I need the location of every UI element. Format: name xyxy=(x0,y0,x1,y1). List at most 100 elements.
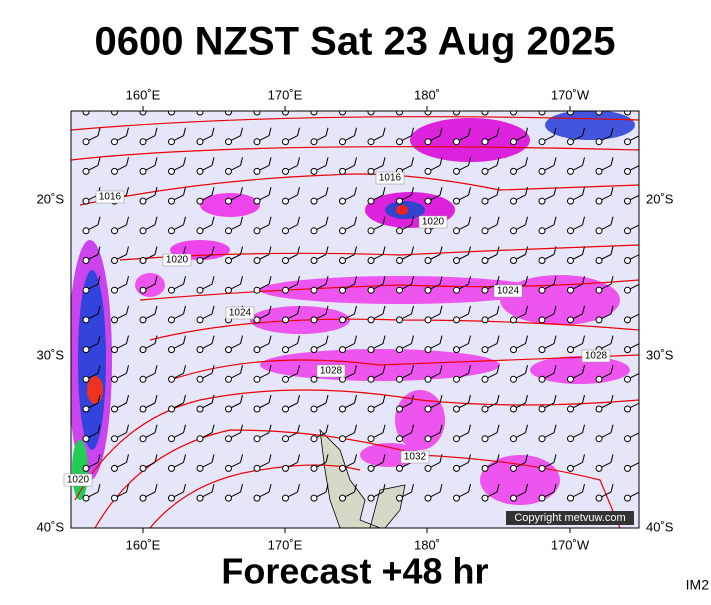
barb-flag xyxy=(211,483,215,493)
station xyxy=(339,197,346,205)
contour-label-box xyxy=(493,284,523,298)
station xyxy=(424,464,432,472)
barb-flag xyxy=(610,216,614,225)
barb-flag xyxy=(468,246,471,255)
barb-flag xyxy=(126,127,129,136)
station xyxy=(567,316,574,324)
barb-flag xyxy=(525,216,528,225)
station xyxy=(225,405,232,413)
barb-flag xyxy=(582,335,585,344)
station xyxy=(567,197,574,205)
barb-flag xyxy=(297,454,300,463)
contour-label-box xyxy=(375,171,405,185)
barb-flag xyxy=(354,424,357,433)
barb-flag xyxy=(439,365,443,374)
station xyxy=(396,494,403,502)
barb-flag xyxy=(411,394,414,404)
barb-flag xyxy=(382,424,386,433)
barb-flag xyxy=(354,394,357,404)
barb-flag xyxy=(640,276,642,284)
station xyxy=(567,494,574,502)
barb-flag xyxy=(640,395,642,403)
station xyxy=(225,286,232,294)
barb-flag xyxy=(553,276,557,285)
barb-flag xyxy=(183,483,186,493)
barb-flag xyxy=(211,276,215,285)
station xyxy=(481,346,489,354)
barb-flag xyxy=(640,157,642,165)
barb-flag xyxy=(411,216,414,225)
barb-flag xyxy=(439,454,443,463)
barb-flag xyxy=(525,483,528,493)
barb-flag xyxy=(553,216,557,225)
barb-flag xyxy=(640,128,642,136)
station xyxy=(567,257,574,264)
barb-flag xyxy=(382,186,386,196)
station xyxy=(481,197,489,205)
station xyxy=(82,227,90,235)
lat-label: 30˚S xyxy=(646,347,674,362)
barb-flag xyxy=(382,216,386,225)
barb-flag xyxy=(496,305,500,315)
barb-flag xyxy=(268,335,272,344)
barb-flag xyxy=(411,186,414,196)
station xyxy=(310,138,318,146)
station xyxy=(538,405,546,413)
barb-flag xyxy=(525,394,528,404)
station xyxy=(168,197,175,205)
barb-flag xyxy=(582,276,585,285)
station xyxy=(310,464,318,472)
station xyxy=(82,167,90,175)
copyright: Copyright metvuw.com xyxy=(514,512,625,524)
barb-flag xyxy=(154,216,158,225)
copyright-box xyxy=(506,511,634,525)
barb-flag xyxy=(240,483,243,493)
station xyxy=(595,227,603,235)
station xyxy=(282,405,289,413)
station xyxy=(111,346,118,354)
station xyxy=(282,286,289,294)
barb-flag xyxy=(126,186,129,196)
barb-flag xyxy=(211,424,215,433)
station xyxy=(82,346,90,354)
station xyxy=(481,494,489,502)
station xyxy=(282,494,289,502)
station xyxy=(510,375,517,383)
station xyxy=(624,375,631,383)
barb-flag xyxy=(610,246,614,255)
station xyxy=(481,257,489,264)
barb-flag xyxy=(183,216,186,225)
station xyxy=(225,138,232,146)
barb-flag xyxy=(440,98,442,106)
station xyxy=(168,464,175,472)
barb-flag xyxy=(610,424,614,433)
barb-flag xyxy=(610,127,614,136)
station xyxy=(282,227,289,235)
barb-flag xyxy=(211,186,215,196)
barb-flag xyxy=(553,483,557,493)
station xyxy=(595,286,603,294)
station xyxy=(481,227,489,235)
station xyxy=(82,257,90,264)
barb-flag xyxy=(553,365,557,374)
station xyxy=(367,167,375,175)
station xyxy=(510,464,517,472)
barb-flag xyxy=(526,98,528,106)
barb-flag xyxy=(325,216,329,225)
station xyxy=(282,167,289,175)
station xyxy=(310,405,318,413)
barb-flag xyxy=(126,394,129,404)
station xyxy=(139,227,147,235)
barb-flag xyxy=(354,216,357,225)
barb-flag xyxy=(154,157,158,166)
station xyxy=(510,494,517,502)
station xyxy=(339,167,346,175)
barb-flag xyxy=(354,454,357,463)
barb-flag xyxy=(610,157,614,166)
station xyxy=(111,227,118,235)
barb-flag xyxy=(183,186,186,196)
barb-flag xyxy=(211,157,215,166)
barb-flag xyxy=(154,483,158,493)
station xyxy=(453,435,460,443)
station xyxy=(367,435,375,443)
